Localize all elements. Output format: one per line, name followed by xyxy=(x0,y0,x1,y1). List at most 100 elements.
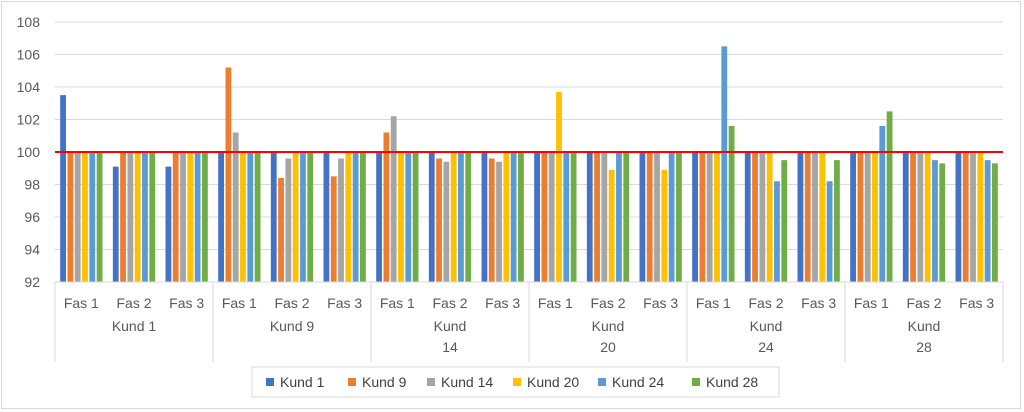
bar xyxy=(240,152,246,282)
bar xyxy=(82,152,88,282)
bar xyxy=(699,152,706,282)
bar xyxy=(812,152,818,282)
bar xyxy=(307,152,314,282)
phase-label: Fas 3 xyxy=(169,295,204,311)
bar xyxy=(345,152,352,282)
bar xyxy=(518,152,524,282)
bar xyxy=(676,152,682,282)
bar xyxy=(917,152,924,282)
y-tick-label: 106 xyxy=(17,47,41,63)
bar xyxy=(661,169,668,282)
bar xyxy=(977,152,984,282)
legend-swatch xyxy=(266,378,274,386)
bar xyxy=(488,158,495,282)
bar xyxy=(376,152,382,282)
phase-label: Fas 3 xyxy=(801,295,836,311)
bar xyxy=(450,152,457,282)
bar xyxy=(465,152,472,282)
bar xyxy=(766,152,773,282)
bar xyxy=(563,152,570,282)
bar xyxy=(752,152,758,282)
y-tick-label: 104 xyxy=(17,79,41,95)
bar xyxy=(481,152,488,282)
legend-label: Kund 28 xyxy=(706,374,758,390)
phase-label: Fas 3 xyxy=(959,295,994,311)
phase-label: Fas 2 xyxy=(116,295,151,311)
y-tick-label: 98 xyxy=(24,177,40,193)
phase-label: Fas 1 xyxy=(538,295,573,311)
bar xyxy=(390,116,397,282)
legend-label: Kund 1 xyxy=(280,374,325,390)
bar xyxy=(443,161,450,282)
bar xyxy=(932,160,938,282)
phase-label: Fas 2 xyxy=(906,295,941,311)
bar xyxy=(857,152,864,282)
bar xyxy=(955,152,962,282)
phase-label: Fas 2 xyxy=(432,295,467,311)
group-label: 20 xyxy=(600,339,616,355)
bar xyxy=(654,152,660,282)
bar xyxy=(254,152,261,282)
bar xyxy=(939,163,946,282)
bar xyxy=(187,152,194,282)
bar xyxy=(149,152,156,282)
group-label: 24 xyxy=(758,339,774,355)
bar xyxy=(819,152,826,282)
bar xyxy=(202,152,208,282)
bar xyxy=(436,158,442,282)
legend-swatch xyxy=(513,378,521,386)
bar xyxy=(165,166,172,282)
bar xyxy=(180,152,186,282)
group-label: Kund xyxy=(750,318,783,334)
group-label: 14 xyxy=(442,339,458,355)
bar xyxy=(668,152,675,282)
bar xyxy=(218,152,224,282)
bar xyxy=(89,152,96,282)
legend-label: Kund 14 xyxy=(441,374,493,390)
group-label: 28 xyxy=(916,339,932,355)
bar xyxy=(594,152,600,282)
y-tick-label: 100 xyxy=(17,144,41,160)
bar xyxy=(556,91,562,282)
bar xyxy=(127,152,134,282)
phase-label: Fas 1 xyxy=(222,295,257,311)
bar xyxy=(759,152,766,282)
bar xyxy=(608,169,615,282)
bar xyxy=(300,152,306,282)
legend-label: Kund 24 xyxy=(612,374,664,390)
y-tick-label: 108 xyxy=(17,14,41,30)
legend-swatch xyxy=(348,378,356,386)
bar xyxy=(412,152,419,282)
group-label: Kund 1 xyxy=(112,318,157,334)
y-tick-label: 92 xyxy=(24,274,40,290)
bar xyxy=(834,160,840,282)
bar xyxy=(398,152,404,282)
legend-swatch xyxy=(692,378,700,386)
bar xyxy=(503,152,510,282)
bar xyxy=(721,46,728,282)
bar xyxy=(924,152,931,282)
bar xyxy=(352,152,359,282)
bar xyxy=(112,166,119,282)
y-tick-label: 94 xyxy=(24,242,40,258)
bar xyxy=(639,152,646,282)
phase-label: Fas 2 xyxy=(274,295,309,311)
bar xyxy=(278,178,284,282)
bar xyxy=(992,163,998,282)
bar xyxy=(728,126,735,282)
bar xyxy=(458,152,464,282)
bar xyxy=(984,160,991,282)
legend-label: Kund 20 xyxy=(527,374,579,390)
bar xyxy=(826,181,833,282)
group-label: Kund xyxy=(434,318,467,334)
bar xyxy=(270,152,277,282)
bar xyxy=(548,152,555,282)
bar xyxy=(623,152,630,282)
bar xyxy=(646,152,653,282)
bar xyxy=(864,152,871,282)
bar xyxy=(910,152,916,282)
bar xyxy=(886,111,893,282)
legend-swatch xyxy=(427,378,435,386)
bar xyxy=(714,152,720,282)
group-label: Kund xyxy=(592,318,625,334)
